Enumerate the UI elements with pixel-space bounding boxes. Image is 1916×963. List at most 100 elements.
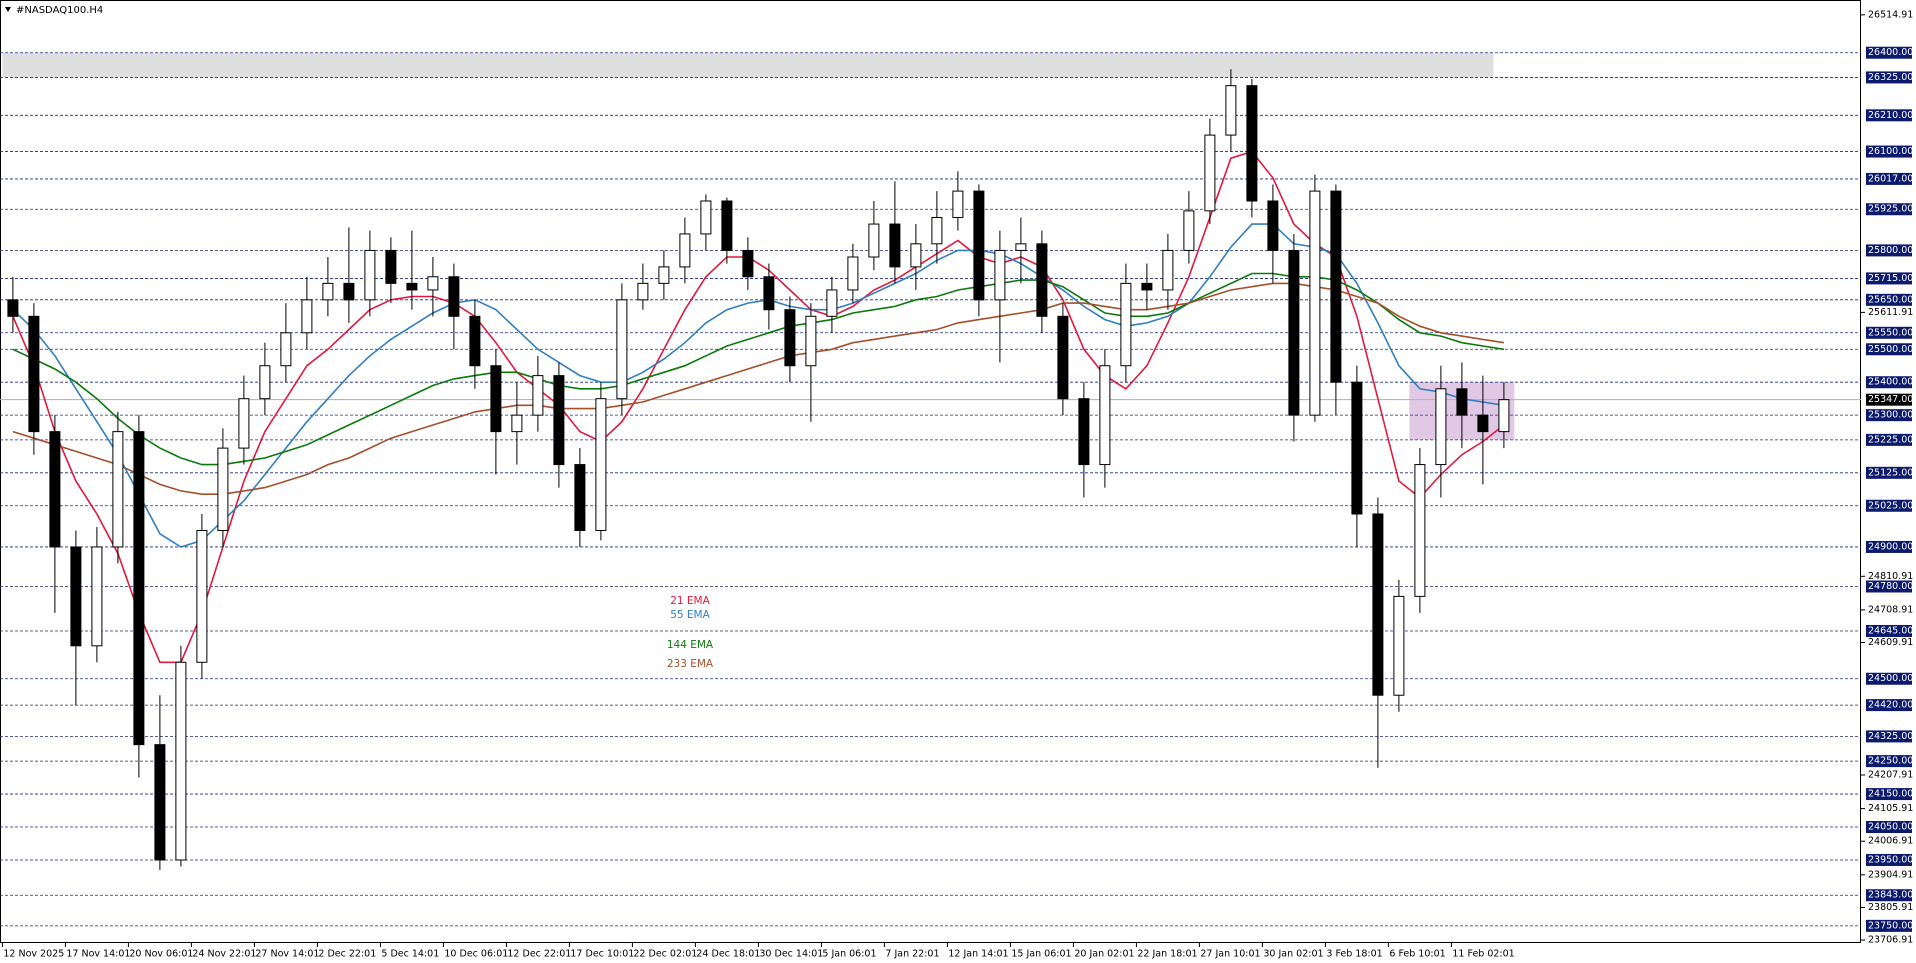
candle-body bbox=[1120, 282, 1132, 367]
candle-body bbox=[448, 276, 460, 317]
candle-body bbox=[1078, 398, 1090, 466]
candle-body bbox=[1246, 85, 1258, 202]
candle-body bbox=[658, 266, 670, 284]
candle-body bbox=[28, 315, 40, 433]
level-label-box bbox=[1866, 919, 1912, 932]
level-label: 23843.00 bbox=[1868, 890, 1913, 901]
candle-body bbox=[973, 190, 985, 301]
level-label-box bbox=[1866, 326, 1912, 339]
x-tick-label: 12 Nov 2025 bbox=[3, 949, 64, 960]
candle-body bbox=[910, 243, 922, 268]
level-label: 24420.00 bbox=[1868, 700, 1913, 711]
x-tick-label: 12 Dec 22:01 bbox=[507, 949, 571, 960]
level-label-box bbox=[1866, 730, 1912, 743]
candle-body bbox=[574, 464, 586, 531]
level-label-box bbox=[1866, 409, 1912, 422]
x-tick-label: 30 Jan 02:01 bbox=[1263, 949, 1323, 960]
level-label: 24050.00 bbox=[1868, 822, 1913, 833]
y-tick-label: 23805.91 bbox=[1868, 902, 1913, 913]
level-label: 24780.00 bbox=[1868, 581, 1913, 592]
level-label: 25400.00 bbox=[1868, 377, 1913, 388]
x-tick-label: 5 Dec 14:01 bbox=[381, 949, 439, 960]
x-tick-label: 5 Jan 06:01 bbox=[822, 949, 876, 960]
candle-body bbox=[469, 315, 481, 367]
level-label: 26100.00 bbox=[1868, 146, 1913, 157]
x-tick-label: 12 Jan 14:01 bbox=[948, 949, 1008, 960]
candle-body bbox=[133, 431, 145, 746]
candle-body bbox=[763, 276, 775, 311]
y-tick-label: 24609.91 bbox=[1868, 637, 1913, 648]
level-label-box bbox=[1866, 672, 1912, 685]
level-label-box bbox=[1866, 46, 1912, 59]
candle-body bbox=[700, 200, 712, 235]
candle-body bbox=[1477, 414, 1489, 433]
candle-body bbox=[217, 447, 229, 531]
level-label: 25925.00 bbox=[1868, 204, 1913, 215]
level-label: 25025.00 bbox=[1868, 500, 1913, 511]
candle-body bbox=[91, 546, 103, 647]
candle-body bbox=[1309, 190, 1321, 416]
candle-body bbox=[868, 223, 880, 258]
x-tick-label: 15 Jan 06:01 bbox=[1011, 949, 1071, 960]
level-label: 25650.00 bbox=[1868, 294, 1913, 305]
candle-body bbox=[1456, 388, 1468, 416]
level-label: 26400.00 bbox=[1868, 47, 1913, 58]
menu-triangle[interactable] bbox=[5, 7, 11, 12]
x-tick-label: 22 Jan 18:01 bbox=[1137, 949, 1197, 960]
level-label-box bbox=[1866, 172, 1912, 185]
x-tick-label: 22 Dec 02:01 bbox=[633, 949, 697, 960]
level-label: 24500.00 bbox=[1868, 673, 1913, 684]
level-label-box bbox=[1866, 821, 1912, 834]
candle-body bbox=[385, 249, 397, 284]
price-label: 25347.00 bbox=[1868, 394, 1913, 405]
candle-body bbox=[490, 365, 502, 433]
y-tick-label: 24006.91 bbox=[1868, 836, 1913, 847]
x-tick-label: 27 Jan 10:01 bbox=[1200, 949, 1260, 960]
candle-body bbox=[280, 332, 292, 367]
candle-body bbox=[364, 249, 376, 301]
candle-body bbox=[931, 216, 943, 245]
candle-body bbox=[1351, 381, 1363, 515]
level-label-box bbox=[1866, 109, 1912, 122]
candle-body bbox=[112, 431, 124, 548]
candle-body bbox=[847, 256, 859, 291]
level-label-box bbox=[1866, 540, 1912, 553]
legend-label: 55 EMA bbox=[670, 609, 710, 621]
candle-body bbox=[889, 223, 901, 268]
level-label-box bbox=[1866, 788, 1912, 801]
level-label-box bbox=[1866, 203, 1912, 216]
x-tick-label: 6 Feb 10:01 bbox=[1389, 949, 1445, 960]
candle-body bbox=[1435, 388, 1447, 466]
candle-body bbox=[742, 249, 754, 278]
level-label: 25800.00 bbox=[1868, 245, 1913, 256]
zone bbox=[2, 52, 1494, 78]
candle-body bbox=[343, 282, 355, 301]
level-label-box bbox=[1866, 624, 1912, 637]
candle-body bbox=[154, 744, 166, 861]
candle-body bbox=[532, 375, 544, 416]
x-tick-label: 10 Dec 06:01 bbox=[444, 949, 508, 960]
x-tick-label: 30 Dec 14:01 bbox=[759, 949, 823, 960]
x-tick-label: 20 Jan 02:01 bbox=[1074, 949, 1134, 960]
y-tick-label: 23706.91 bbox=[1868, 935, 1913, 946]
legend-label: 144 EMA bbox=[667, 639, 714, 651]
level-label: 24645.00 bbox=[1868, 625, 1913, 636]
candle-body bbox=[7, 299, 19, 317]
level-label-box bbox=[1866, 244, 1912, 257]
candle-body bbox=[1183, 210, 1195, 251]
level-label-box bbox=[1866, 376, 1912, 389]
candle-body bbox=[70, 546, 82, 647]
level-label: 26210.00 bbox=[1868, 110, 1913, 121]
level-label-box bbox=[1866, 71, 1912, 84]
candle-body bbox=[238, 398, 250, 449]
candle-body bbox=[952, 190, 964, 218]
candle-body bbox=[1141, 282, 1153, 291]
level-label-box bbox=[1866, 499, 1912, 512]
level-label: 25225.00 bbox=[1868, 434, 1913, 445]
candle-body bbox=[427, 276, 439, 291]
x-tick-label: 24 Nov 22:01 bbox=[192, 949, 256, 960]
ema-line bbox=[12, 272, 1505, 466]
candle-body bbox=[1498, 399, 1510, 433]
